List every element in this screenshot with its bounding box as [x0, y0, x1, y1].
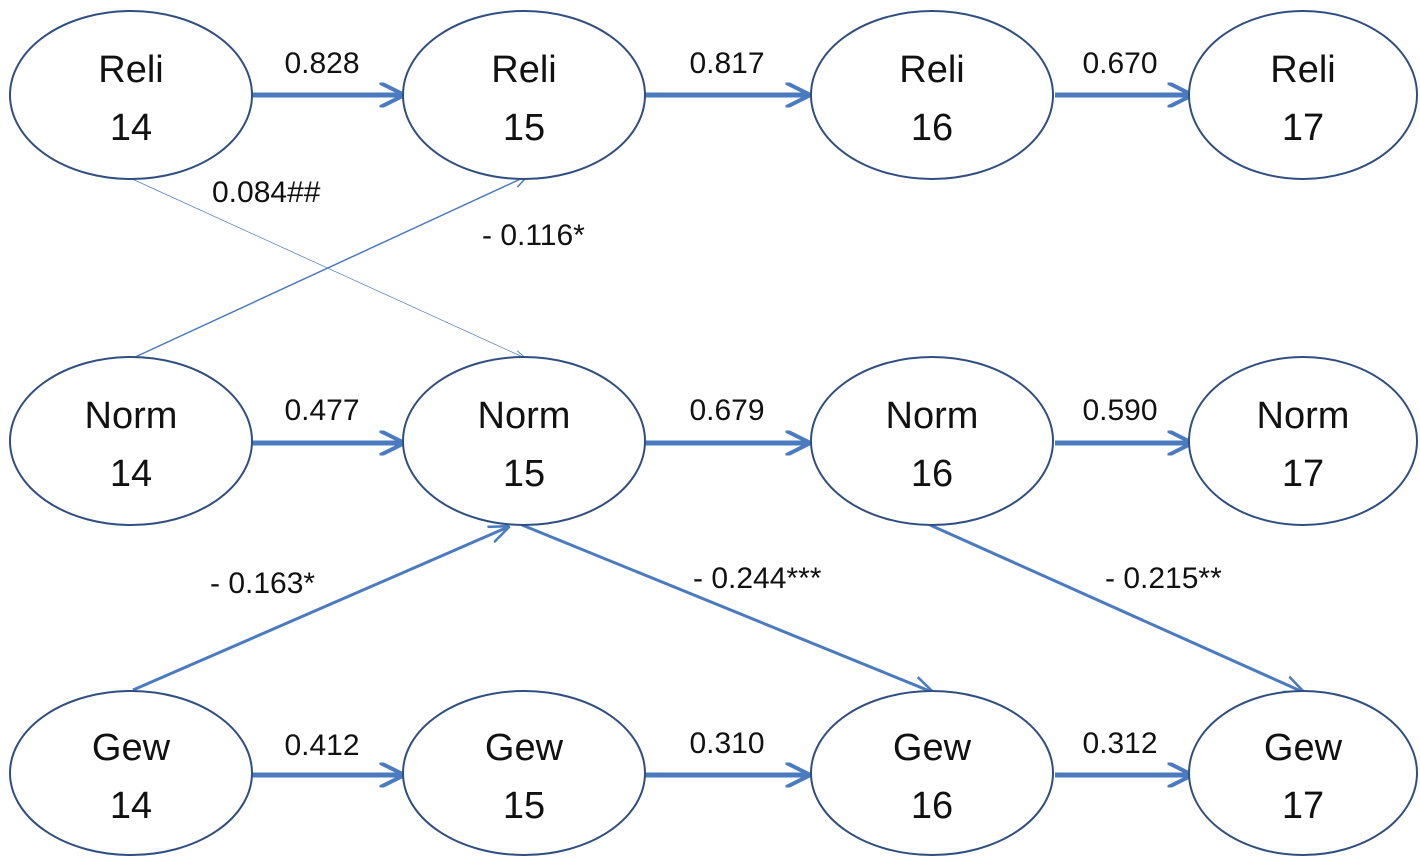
node-norm16: Norm 16 [810, 356, 1054, 526]
node-wave: 17 [1282, 785, 1324, 827]
node-label: Gew [893, 727, 972, 769]
node-label: Reli [491, 49, 556, 91]
node-ellipse [9, 10, 253, 180]
edge-label-gew14-norm15: - 0.163* [210, 567, 315, 600]
node-ellipse [402, 690, 646, 856]
node-gew16: Gew 16 [810, 690, 1054, 856]
node-norm17: Norm 17 [1188, 356, 1418, 526]
edge-label-reli14-norm15: 0.084## [212, 176, 321, 209]
node-ellipse [402, 356, 646, 526]
node-ellipse [1188, 690, 1418, 856]
node-reli17: Reli 17 [1188, 10, 1418, 180]
node-wave: 15 [503, 453, 545, 495]
node-wave: 16 [911, 107, 953, 149]
edge-label-gew14-gew15: 0.412 [284, 729, 359, 762]
node-wave: 16 [911, 453, 953, 495]
edge-norm16-gew17 [929, 523, 1303, 692]
node-label: Norm [886, 395, 979, 437]
edge-label-gew16-gew17: 0.312 [1082, 727, 1157, 760]
node-ellipse [810, 690, 1054, 856]
node-gew17: Gew 17 [1188, 690, 1418, 856]
node-ellipse [9, 356, 253, 526]
edge-label-norm14-norm15: 0.477 [284, 394, 359, 427]
edge-gew14-norm15 [132, 527, 508, 692]
node-ellipse [810, 10, 1054, 180]
edge-norm14-reli15 [132, 176, 527, 359]
node-label: Reli [98, 49, 163, 91]
node-wave: 14 [110, 453, 152, 495]
node-wave: 15 [503, 107, 545, 149]
node-reli14: Reli 14 [9, 10, 253, 180]
edge-label-reli16-reli17: 0.670 [1082, 47, 1157, 80]
edge-label-norm16-gew17: - 0.215** [1105, 562, 1222, 595]
node-label: Gew [485, 727, 564, 769]
node-label: Gew [92, 727, 171, 769]
nodes: Reli 14 Reli 15 Reli 16 Reli 17 Norm 14 … [9, 10, 1418, 856]
node-norm15: Norm 15 [402, 356, 646, 526]
edges-cross-lagged: 0.084## - 0.116* - 0.163* - 0.244*** - 0… [129, 176, 1303, 692]
node-reli16: Reli 16 [810, 10, 1054, 180]
node-label: Norm [478, 395, 571, 437]
node-wave: 14 [110, 107, 152, 149]
node-wave: 14 [110, 785, 152, 827]
edge-label-norm14-reli15: - 0.116* [482, 219, 585, 252]
node-label: Norm [1257, 395, 1350, 437]
edge-label-norm16-norm17: 0.590 [1082, 394, 1157, 427]
node-reli15: Reli 15 [402, 10, 646, 180]
node-ellipse [402, 10, 646, 180]
node-gew15: Gew 15 [402, 690, 646, 856]
node-ellipse [9, 690, 253, 856]
node-ellipse [810, 356, 1054, 526]
edge-label-norm15-norm16: 0.679 [689, 394, 764, 427]
node-ellipse [1188, 356, 1418, 526]
node-ellipse [1188, 10, 1418, 180]
edges-autoregressive: 0.828 0.817 0.670 0.477 0.679 0.590 0.41… [252, 47, 1190, 775]
node-wave: 15 [503, 785, 545, 827]
node-label: Norm [85, 395, 178, 437]
node-label: Gew [1264, 727, 1343, 769]
edge-label-norm15-gew16: - 0.244*** [693, 562, 822, 595]
node-wave: 16 [911, 785, 953, 827]
edge-label-reli15-reli16: 0.817 [689, 47, 764, 80]
node-label: Reli [1270, 49, 1335, 91]
node-gew14: Gew 14 [9, 690, 253, 856]
node-norm14: Norm 14 [9, 356, 253, 526]
node-wave: 17 [1282, 107, 1324, 149]
edge-label-gew15-gew16: 0.310 [689, 727, 764, 760]
node-wave: 17 [1282, 453, 1324, 495]
node-label: Reli [899, 49, 964, 91]
edge-label-reli14-reli15: 0.828 [284, 47, 359, 80]
edge-norm15-gew16 [521, 523, 932, 692]
